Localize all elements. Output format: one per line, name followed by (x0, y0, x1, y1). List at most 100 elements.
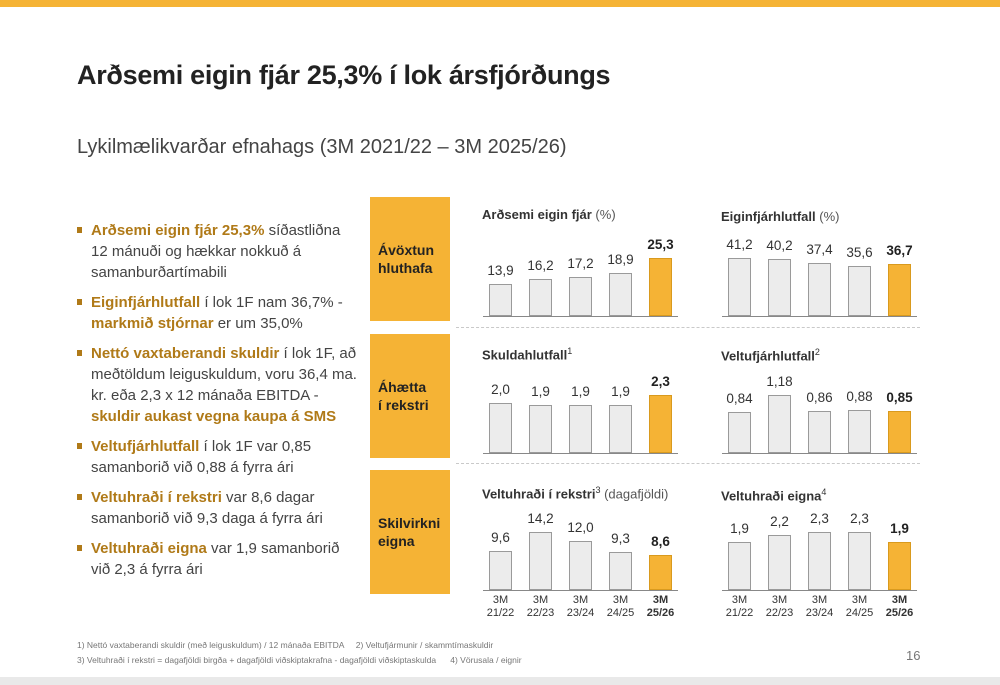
chart-bar (808, 532, 831, 590)
page-title: Arðsemi eigin fjár 25,3% í lok ársfjórðu… (77, 60, 611, 90)
chart-title-text: Eiginfjárhlutfall (721, 209, 816, 224)
chart-footnote-ref: 4 (821, 487, 827, 497)
chart-bar (728, 258, 751, 316)
x-tick-label: 3M 23/24 (805, 594, 834, 619)
data-label: 2,3 (850, 511, 869, 526)
data-label: 1,18 (766, 374, 793, 389)
page-number: 16 (906, 648, 921, 663)
chart-bar (569, 541, 592, 590)
chart-bar (848, 266, 871, 316)
data-label: 41,2 (726, 237, 753, 252)
chart-bar (888, 264, 911, 316)
chart-axis (483, 453, 678, 454)
top-accent-bar (0, 0, 1000, 7)
chart-bar (848, 532, 871, 590)
bullet-item: Nettó vaxtaberandi skuldir í lok 1F, að … (76, 343, 361, 427)
chart-bar (848, 410, 871, 453)
data-label: 25,3 (647, 237, 674, 252)
row-label-text: Skilvirkni eigna (378, 515, 441, 549)
bullet-highlight: Veltufjárhlutfall (91, 438, 200, 455)
chart-title: Arðsemi eigin fjár (%) (482, 207, 616, 222)
chart-bar (569, 405, 592, 453)
chart-bar (489, 284, 512, 316)
chart-axis (722, 453, 917, 454)
chart-footnote-ref: 2 (814, 347, 820, 357)
chart-bar (529, 532, 552, 590)
data-label: 0,85 (886, 390, 913, 405)
data-label: 0,88 (846, 389, 873, 404)
chart-bar (489, 551, 512, 590)
bullet-text: var 8,6 dagar samanborið við 9,3 daga á … (91, 489, 323, 527)
data-label: 17,2 (567, 256, 594, 271)
chart-title: Eiginfjárhlutfall (%) (721, 209, 839, 224)
bullet-text: í lok 1F, að meðtöldum leiguskuldum, vor… (91, 345, 357, 404)
bullet-text: síðastliðna 12 mánuði og hækkar nokkuð á… (91, 222, 341, 281)
chart-footnote-ref: 1 (567, 346, 573, 356)
x-tick-label: 3M 22/23 (526, 594, 555, 619)
footnote-1: 1) Nettó vaxtaberandi skuldir (með leigu… (77, 640, 494, 650)
chart-unit: (%) (815, 209, 840, 224)
chart-title: Veltufjárhlutfall2 (721, 347, 820, 363)
data-label: 40,2 (766, 238, 793, 253)
chart-bar (529, 279, 552, 316)
row-label-risk: Áhætta í rekstri (370, 334, 450, 458)
chart-bar (768, 535, 791, 590)
bullet-highlight: Veltuhraði eigna (91, 540, 207, 557)
bullet-highlight: Veltuhraði í rekstri (91, 489, 222, 506)
chart-bar (728, 412, 751, 453)
chart-bar (888, 411, 911, 453)
data-label: 2,2 (770, 514, 789, 529)
data-label: 0,84 (726, 391, 753, 406)
chart-title-text: Arðsemi eigin fjár (482, 207, 592, 222)
bullet-highlight: Arðsemi eigin fjár 25,3% (91, 222, 265, 239)
chart-bar (768, 395, 791, 453)
bullet-text: í lok 1F nam 36,7% - (200, 294, 343, 311)
row-label-text: Áhætta í rekstri (378, 379, 429, 413)
chart-bar (808, 263, 831, 316)
chart-footnote-ref: 3 (595, 485, 601, 495)
bullet-highlight: Nettó vaxtaberandi skuldir (91, 345, 280, 362)
chart-unit: (dagafjöldi) (600, 486, 669, 502)
x-tick-label: 3M 24/25 (606, 594, 635, 619)
chart-bar (649, 258, 672, 316)
chart-axis (722, 590, 917, 591)
chart-title-text: Veltufjárhlutfall (721, 348, 815, 364)
chart-bar (728, 542, 751, 590)
data-label: 1,9 (730, 521, 749, 536)
data-label: 36,7 (886, 243, 913, 258)
chart-title: Veltuhraði eigna4 (721, 487, 826, 503)
bullet-item: Arðsemi eigin fjár 25,3% síðastliðna 12 … (76, 220, 361, 283)
bullet-text-2: er um 35,0% (213, 315, 303, 332)
data-label: 14,2 (527, 511, 554, 526)
data-label: 9,3 (611, 531, 630, 546)
bullet-item: Veltuhraði í rekstri var 8,6 dagar saman… (76, 487, 361, 529)
x-tick-label: 3M 23/24 (566, 594, 595, 619)
data-label: 18,9 (607, 252, 634, 267)
chart-bar (649, 555, 672, 590)
chart-bar (609, 273, 632, 316)
bullet-highlight-2: skuldir aukast vegna kaupa á SMS (91, 408, 337, 425)
chart-title-text: Veltuhraði í rekstri (482, 486, 596, 502)
chart-axis (483, 316, 678, 317)
chart-bar (888, 542, 911, 590)
x-tick-label: 3M 22/23 (765, 594, 794, 619)
bullet-highlight: Eiginfjárhlutfall (91, 294, 201, 311)
bullet-text: í lok 1F var 0,85 samanborið við 0,88 á … (91, 438, 312, 476)
chart-title: Veltuhraði í rekstri3 (dagafjöldi) (482, 485, 668, 501)
x-tick-label: 3M 24/25 (845, 594, 874, 619)
chart-bar (808, 411, 831, 453)
row-label-efficiency: Skilvirkni eigna (370, 470, 450, 594)
chart-bar (529, 405, 552, 453)
bullet-item: Eiginfjárhlutfall í lok 1F nam 36,7% - m… (76, 292, 361, 334)
row-separator (456, 327, 920, 328)
row-separator (456, 463, 920, 464)
chart-bar (609, 552, 632, 590)
data-label: 13,9 (487, 263, 514, 278)
data-label: 0,86 (806, 390, 833, 405)
bullet-item: Veltufjárhlutfall í lok 1F var 0,85 sama… (76, 436, 361, 478)
bullet-highlight-2: markmið stjórnar (91, 315, 214, 332)
data-label: 37,4 (806, 242, 833, 257)
data-label: 12,0 (567, 520, 594, 535)
chart-bar (489, 403, 512, 453)
footnote-2: 3) Veltuhraði í rekstri = dagafjöldi bir… (77, 655, 522, 665)
